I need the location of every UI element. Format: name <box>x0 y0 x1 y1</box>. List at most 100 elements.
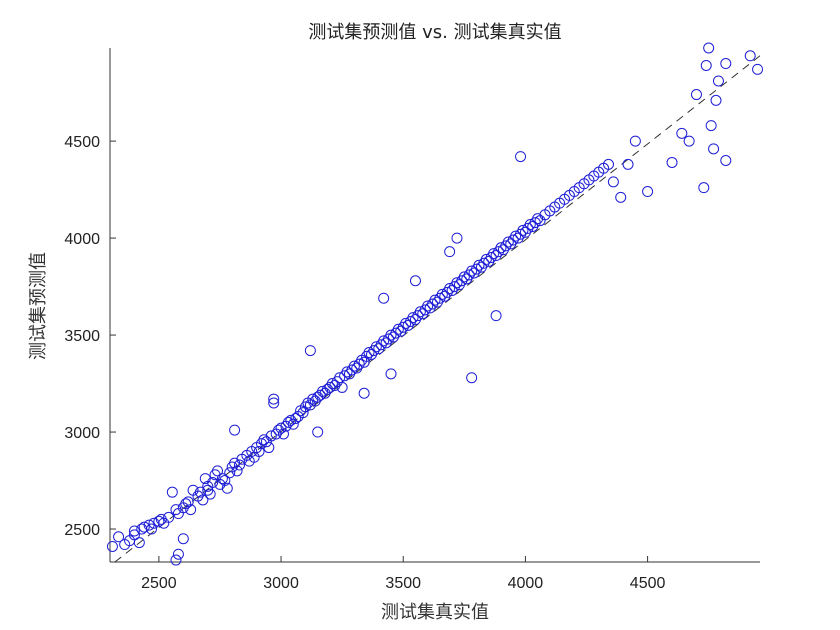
data-point <box>326 378 338 390</box>
data-point <box>622 158 634 170</box>
data-point <box>128 529 140 541</box>
data-point <box>265 430 277 442</box>
data-point <box>700 59 712 71</box>
data-point <box>234 459 246 471</box>
data-point <box>207 476 219 488</box>
x-axis-label: 测试集真实值 <box>381 602 489 623</box>
data-point <box>710 94 722 106</box>
data-point <box>414 306 426 318</box>
data-point <box>221 482 233 494</box>
data-point <box>629 135 641 147</box>
data-point <box>488 248 500 260</box>
data-point <box>690 89 702 101</box>
data-point <box>297 407 309 419</box>
y-axis-label: 测试集预测值 <box>28 252 49 360</box>
data-point <box>683 135 695 147</box>
chart-title: 测试集预测值 vs. 测试集真实值 <box>308 22 561 43</box>
x-tick-label: 4000 <box>508 575 544 592</box>
data-point <box>703 42 715 54</box>
data-point <box>473 259 485 271</box>
data-point <box>216 473 228 485</box>
data-point <box>106 540 118 552</box>
data-point <box>392 323 404 335</box>
data-point <box>607 176 619 188</box>
data-point <box>133 537 145 549</box>
x-tick-label: 3500 <box>385 575 421 592</box>
y-tick-label: 3000 <box>64 425 100 442</box>
data-point <box>358 387 370 399</box>
data-point <box>436 288 448 300</box>
data-point <box>219 475 231 487</box>
data-point <box>170 554 182 566</box>
data-point <box>422 300 434 312</box>
data-point <box>138 521 150 533</box>
data-point <box>304 345 316 357</box>
data-point <box>720 154 732 166</box>
fit-line <box>114 55 761 563</box>
data-point <box>698 182 710 194</box>
data-point <box>466 265 478 277</box>
data-point <box>277 428 289 440</box>
data-point <box>502 236 514 248</box>
data-point <box>253 445 265 457</box>
data-point <box>231 465 243 477</box>
data-point <box>602 158 614 170</box>
data-point <box>212 465 224 477</box>
data-point <box>744 50 756 62</box>
data-point <box>407 312 419 324</box>
data-point <box>370 341 382 353</box>
data-point <box>458 271 470 283</box>
data-point <box>341 366 353 378</box>
data-point <box>263 442 275 454</box>
y-tick-label: 2500 <box>64 522 100 539</box>
data-point <box>517 224 529 236</box>
data-point <box>524 219 536 231</box>
data-point <box>224 467 236 479</box>
y-tick-label: 4500 <box>64 134 100 151</box>
data-point <box>113 531 125 543</box>
data-point <box>163 511 175 523</box>
reference-line <box>114 55 761 563</box>
data-point <box>720 58 732 70</box>
y-tick-label: 3500 <box>64 328 100 345</box>
data-point <box>666 156 678 168</box>
data-point <box>444 246 456 258</box>
data-point <box>204 488 216 500</box>
data-point <box>197 494 209 506</box>
data-point <box>409 275 421 287</box>
data-point <box>268 397 280 409</box>
data-point <box>515 151 527 163</box>
data-point <box>490 310 502 322</box>
data-point <box>510 230 522 242</box>
data-point <box>385 329 397 341</box>
data-point <box>275 422 287 434</box>
data-point <box>385 368 397 380</box>
data-point <box>172 548 184 560</box>
data-point <box>287 418 299 430</box>
data-point <box>451 277 463 289</box>
y-tick-label: 4000 <box>64 231 100 248</box>
data-point <box>290 412 302 424</box>
data-point <box>495 242 507 254</box>
data-point <box>642 186 654 198</box>
axes: 2500 3000 3500 4000 4500 2500 3000 3500 4000 4500 <box>64 48 760 592</box>
data-point <box>615 191 627 203</box>
data-point <box>705 120 717 132</box>
data-point <box>336 381 348 393</box>
data-point <box>429 294 441 306</box>
data-point <box>268 393 280 405</box>
data-point <box>166 486 178 498</box>
data-point <box>752 63 764 75</box>
data-point <box>378 335 390 347</box>
x-tick-label: 2500 <box>141 575 177 592</box>
x-tick-label: 4500 <box>630 575 666 592</box>
data-point <box>358 356 370 368</box>
data-point <box>466 372 478 384</box>
data-point <box>708 143 720 155</box>
data-point <box>400 317 412 329</box>
data-point <box>480 253 492 265</box>
data-point <box>378 292 390 304</box>
data-point <box>451 232 463 244</box>
x-tick-label: 3000 <box>263 575 299 592</box>
